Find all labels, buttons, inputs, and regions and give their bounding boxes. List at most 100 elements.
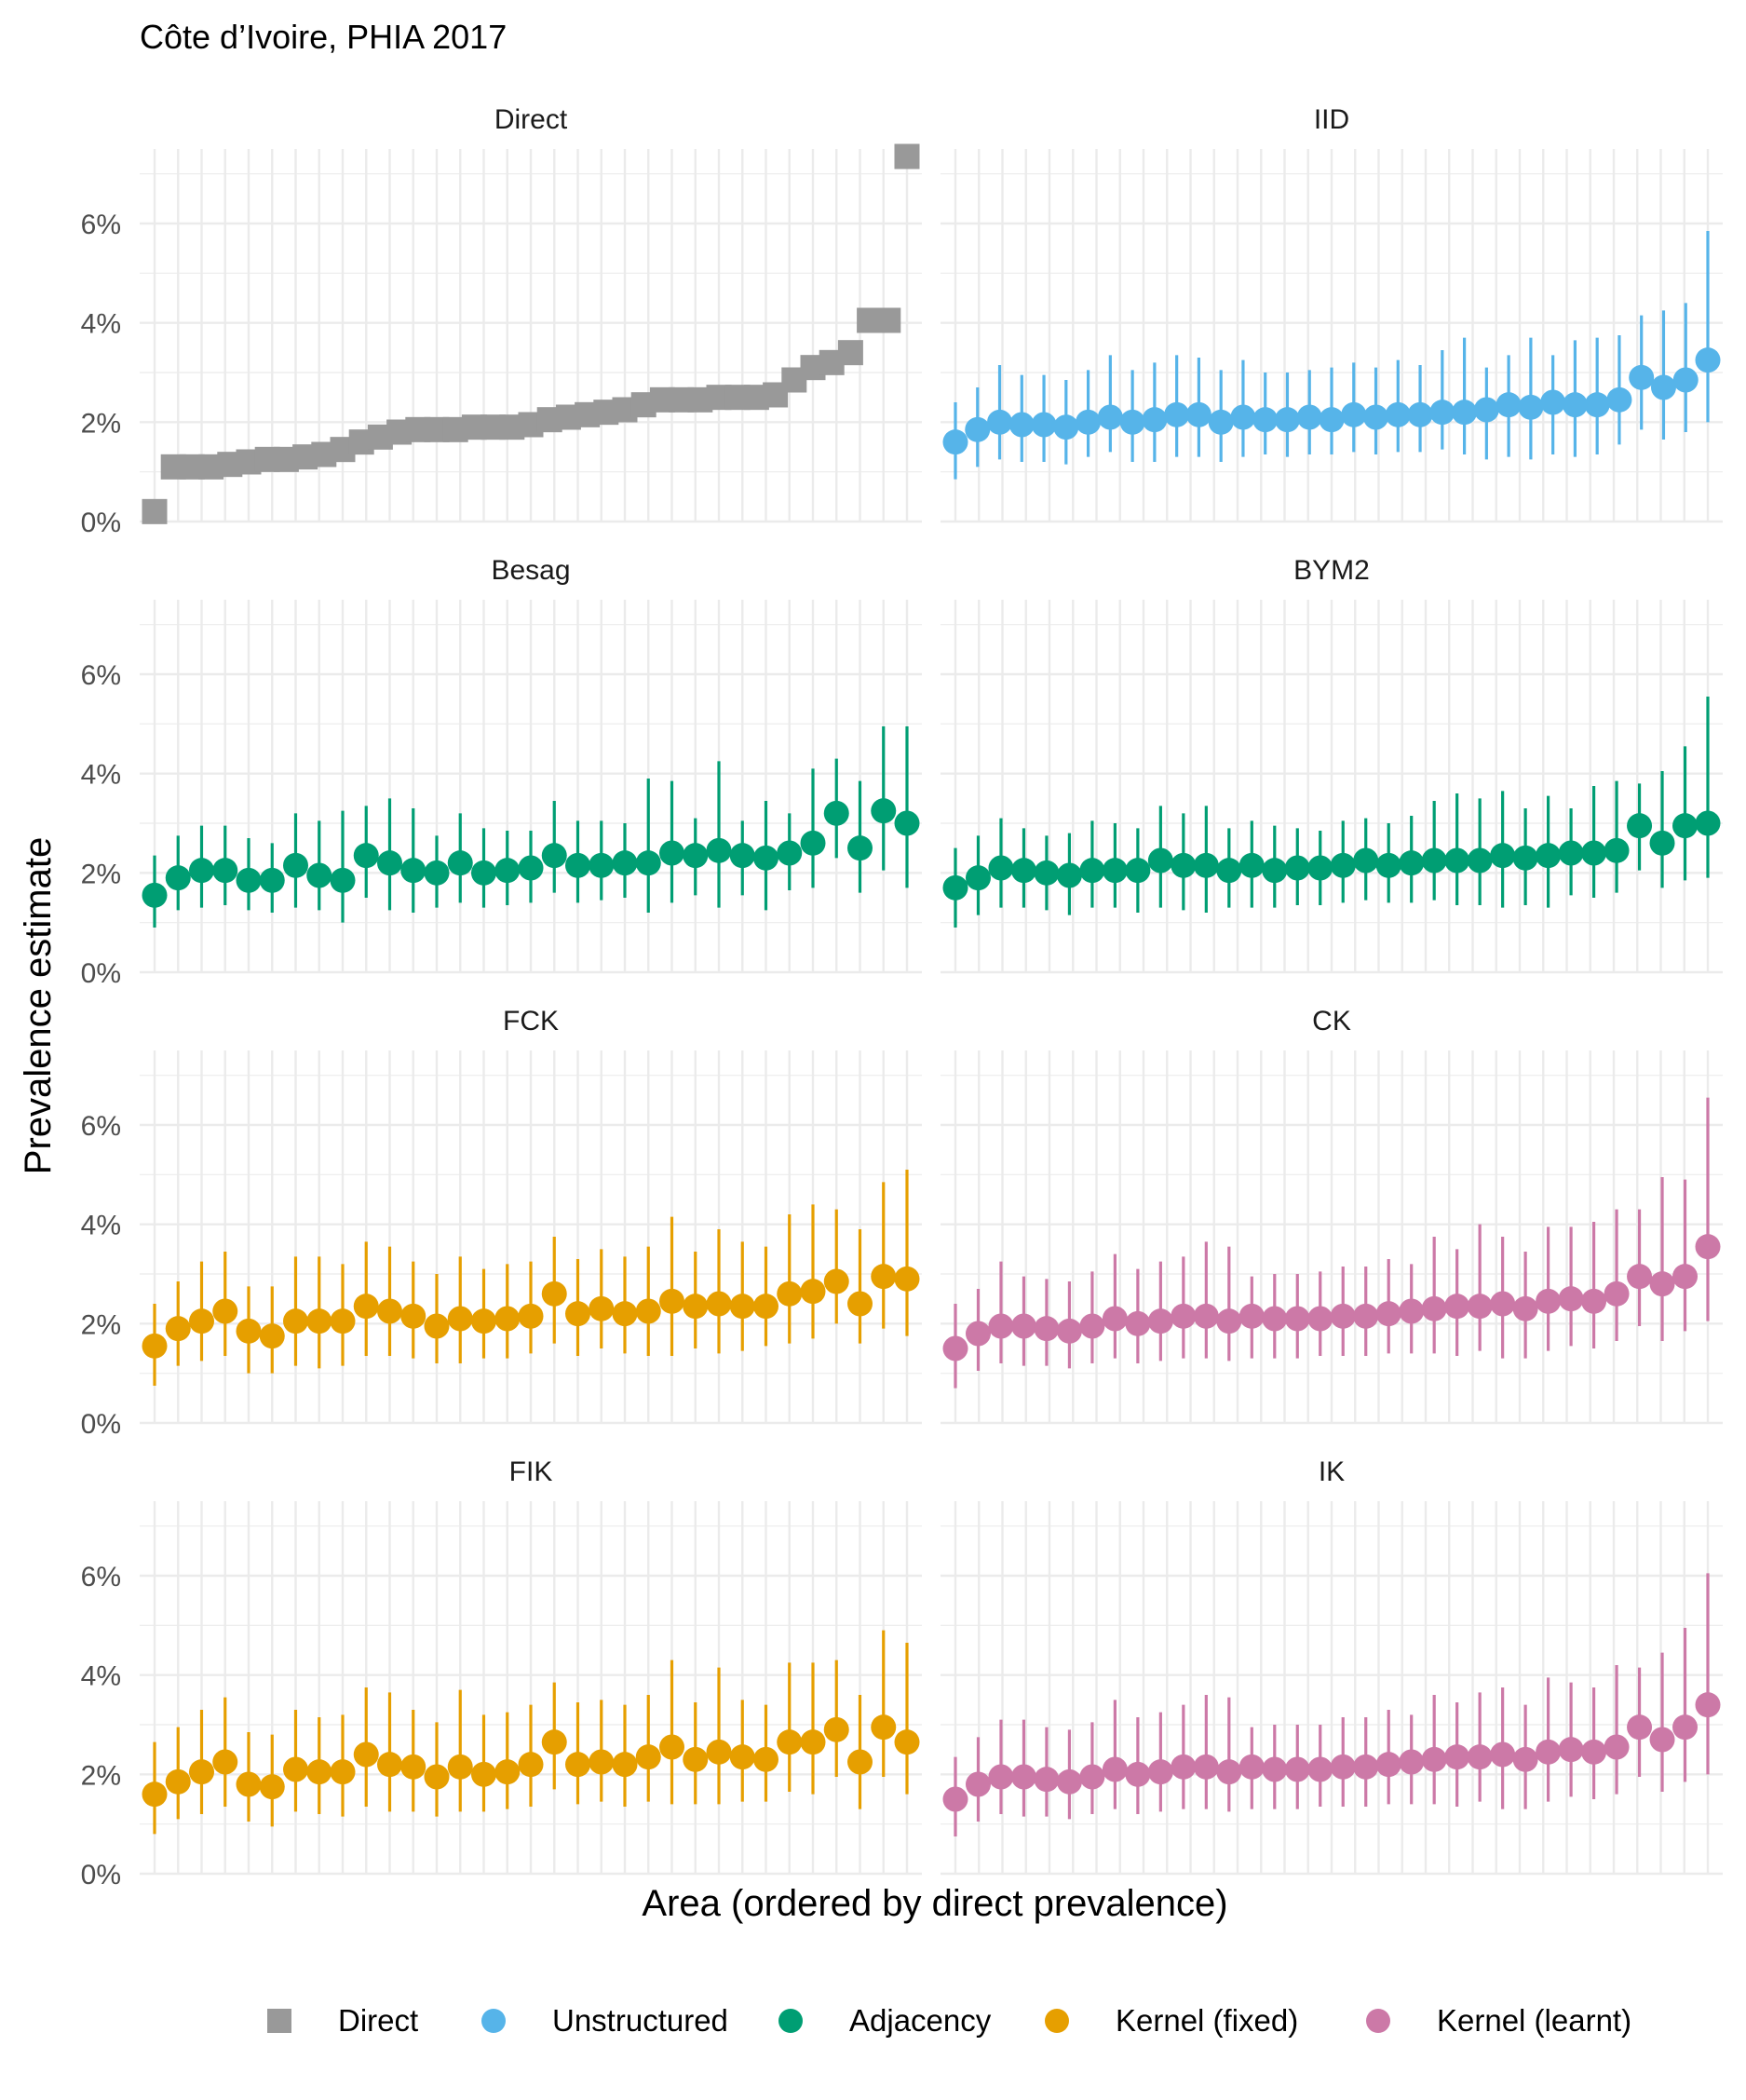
- panel-fck: FCK 0% 2% 4% 6%: [81, 1006, 922, 1440]
- data-point: [1056, 1768, 1082, 1795]
- data-point: [189, 1308, 214, 1335]
- data-point: [683, 1294, 709, 1320]
- data-point: [541, 1280, 567, 1307]
- data-point: [988, 855, 1014, 881]
- data-point: [1056, 862, 1082, 888]
- data-point: [777, 1729, 803, 1755]
- data-point: [1216, 1759, 1242, 1785]
- data-point: [1672, 1714, 1699, 1741]
- y-tick-label: 6%: [81, 660, 121, 691]
- data-point: [1142, 407, 1168, 433]
- data-point: [518, 855, 544, 881]
- data-point: [471, 1308, 496, 1335]
- legend: Direct Unstructured Adjacency Kernel (fixed…: [267, 2003, 1631, 2038]
- data-point: [1330, 1754, 1356, 1780]
- data-point: [589, 1749, 615, 1775]
- data-point: [1649, 1727, 1675, 1753]
- data-point: [400, 858, 426, 884]
- data-point: [236, 1771, 262, 1797]
- data-point: [1319, 407, 1345, 433]
- data-point: [1262, 1306, 1288, 1332]
- data-point: [494, 858, 521, 884]
- data-point: [330, 1759, 356, 1785]
- data-point: [424, 1313, 450, 1339]
- data-point: [589, 1295, 615, 1321]
- data-point: [894, 143, 920, 169]
- data-point: [659, 1288, 684, 1314]
- data-point: [1536, 843, 1562, 869]
- data-point: [1274, 407, 1300, 433]
- data-point: [1490, 843, 1516, 869]
- data-point: [400, 1303, 426, 1329]
- data-point: [1193, 852, 1219, 878]
- data-point: [1230, 404, 1256, 430]
- data-point: [1010, 858, 1036, 884]
- y-tick-label: 0%: [81, 1860, 121, 1890]
- data-point: [1512, 845, 1538, 871]
- x-axis-label: Area (ordered by direct prevalence): [642, 1883, 1227, 1924]
- data-point: [1518, 394, 1544, 420]
- data-point: [1097, 404, 1123, 430]
- data-point: [1079, 1764, 1105, 1790]
- data-point: [1252, 407, 1279, 433]
- data-point: [1627, 1714, 1653, 1741]
- data-point: [447, 850, 473, 876]
- data-point: [1102, 858, 1128, 884]
- data-point: [1627, 1264, 1653, 1290]
- gridlines: [941, 600, 1723, 974]
- panels-group: Direct 0% 2% 4% 6% IID Besag 0% 2% 4% 6% BYM2 FCK 0% 2…: [81, 104, 1723, 1890]
- data-point: [871, 1264, 897, 1290]
- gridlines: [140, 1501, 922, 1876]
- data-point: [1695, 1692, 1721, 1718]
- data-point: [1353, 847, 1379, 874]
- data-point: [800, 1279, 826, 1305]
- data-point: [1512, 1746, 1538, 1772]
- gridlines: [140, 600, 922, 974]
- data-point: [1193, 1754, 1219, 1780]
- series-marks: [142, 143, 920, 524]
- data-point: [1399, 1298, 1425, 1324]
- data-point: [659, 840, 684, 866]
- series-marks: [142, 1630, 920, 1835]
- data-point: [189, 1759, 214, 1785]
- data-point: [659, 1734, 684, 1760]
- data-point: [1536, 1288, 1562, 1314]
- legend-label: Kernel (learnt): [1437, 2003, 1631, 2038]
- data-point: [1031, 412, 1057, 438]
- data-point: [353, 1294, 379, 1320]
- data-point: [1193, 1303, 1219, 1329]
- legend-item: Direct: [267, 2003, 418, 2038]
- data-point: [612, 850, 638, 876]
- data-point: [1629, 364, 1655, 390]
- data-point: [942, 1786, 968, 1812]
- series-marks: [942, 1573, 1721, 1836]
- series-marks: [942, 231, 1721, 480]
- legend-label: Direct: [338, 2003, 418, 2038]
- data-point: [1512, 1295, 1538, 1321]
- data-point: [189, 858, 214, 884]
- data-point: [942, 1335, 968, 1362]
- data-point: [1558, 840, 1584, 866]
- data-point: [1238, 1303, 1265, 1329]
- data-point: [706, 837, 732, 863]
- data-point: [1216, 1308, 1242, 1335]
- panel-strip-label: IID: [1314, 104, 1349, 135]
- gridlines: [140, 1050, 922, 1425]
- data-point: [965, 1771, 991, 1797]
- data-point: [1581, 840, 1607, 866]
- panel-strip-label: Besag: [491, 555, 570, 586]
- panel-iid: IID: [941, 104, 1723, 523]
- data-point: [306, 1308, 332, 1335]
- data-point: [1444, 847, 1470, 874]
- data-point: [871, 1714, 897, 1741]
- y-tick-label: 6%: [81, 1562, 121, 1592]
- data-point: [1363, 404, 1389, 430]
- data-point: [847, 1291, 873, 1317]
- data-point: [142, 498, 168, 524]
- panel-ck: CK: [941, 1006, 1723, 1425]
- data-point: [1330, 1303, 1356, 1329]
- data-point: [1147, 1759, 1173, 1785]
- data-point: [1695, 1234, 1721, 1260]
- legend-circle-key: [778, 2009, 803, 2033]
- data-point: [1421, 847, 1447, 874]
